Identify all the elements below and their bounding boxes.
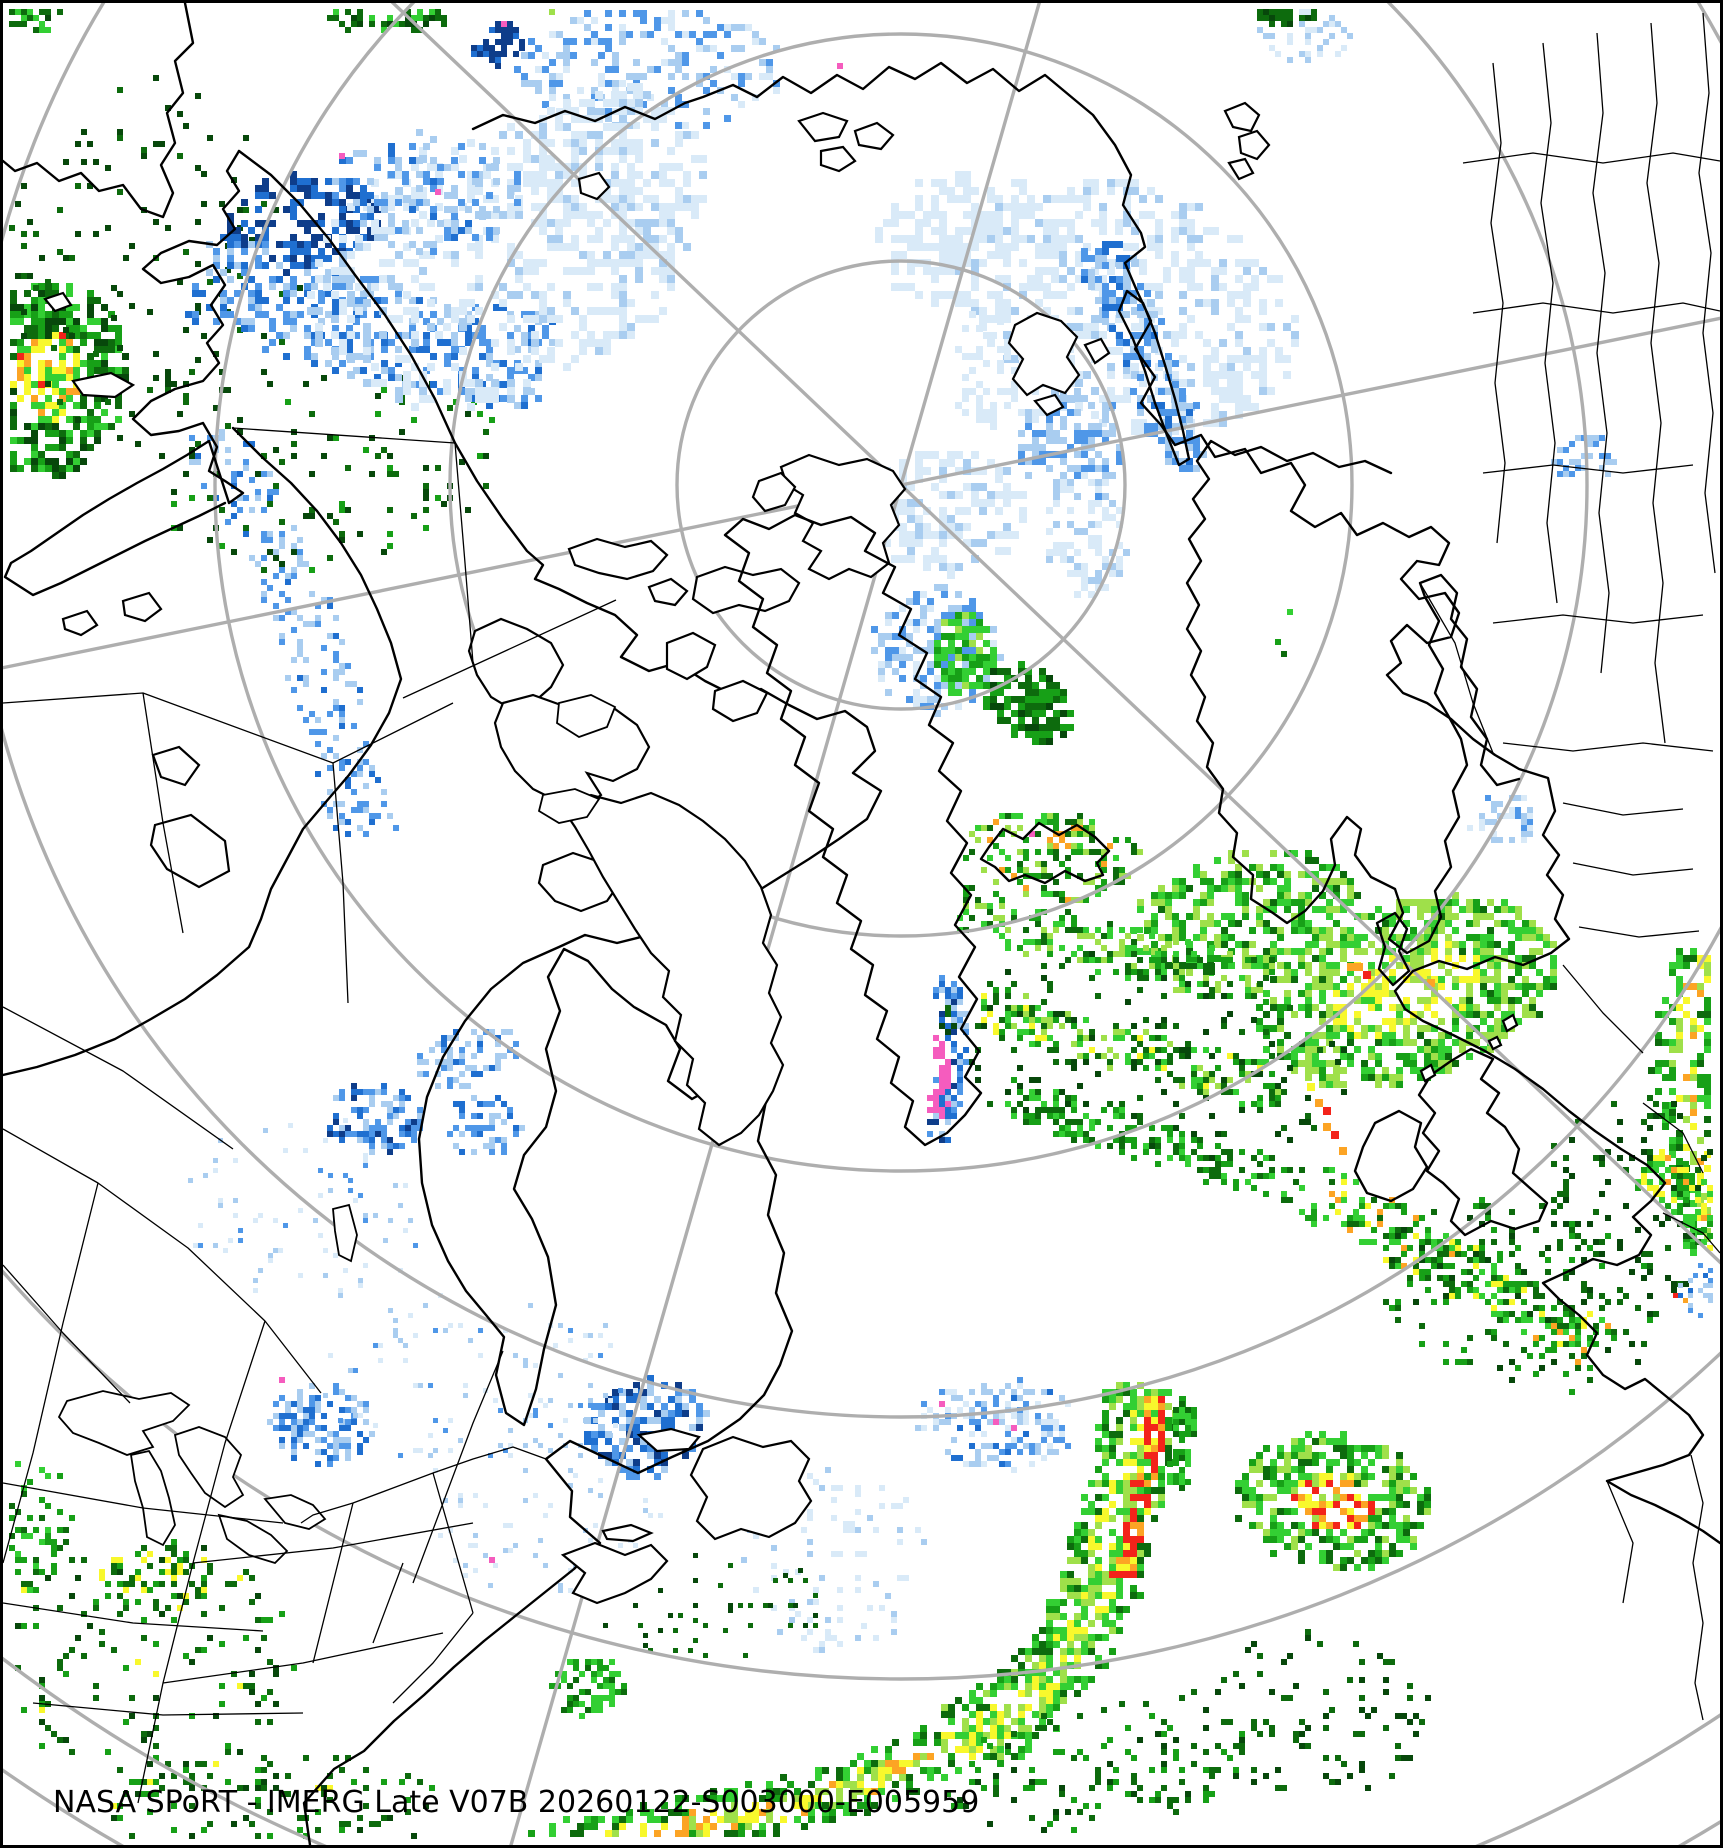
coastline-shetland [1419, 1013, 1519, 1083]
precip-mid-atl-specks [588, 1533, 818, 1658]
precip-hudson-blues-1 [417, 1029, 519, 1089]
precip-mixed-pink-dots [279, 21, 1035, 1563]
coastline-pacific-bc [3, 426, 403, 1077]
coastline-svalbard [1007, 311, 1111, 417]
precip-squall-main-band [941, 1382, 1186, 1767]
lake-ontario [263, 1494, 327, 1530]
precip-esiberian-pale [523, 83, 707, 275]
coastline-great-britain [1417, 1047, 1549, 1237]
precip-stlawrence-blues-2 [584, 1375, 710, 1480]
graticule-parallel [3, 3, 1720, 1419]
graticule-meridian [390, 3, 1720, 1265]
precipitation-layer [9, 9, 1713, 1839]
precip-stlawrence-blues-1 [267, 1383, 375, 1467]
precip-se-greenland-pink-strip [927, 1035, 951, 1119]
border-russia-regions [1462, 12, 1720, 752]
precip-azores-blob [1235, 1431, 1431, 1571]
border-finland-russia [1419, 582, 1494, 754]
lake-erie [217, 1513, 289, 1565]
lake-superior [57, 1390, 191, 1456]
graticule-parallel [448, 32, 1354, 938]
graticule-parallel [213, 3, 1589, 1173]
coastline-greenland [723, 513, 983, 1147]
precip-hudson-blues-2 [447, 1095, 525, 1155]
coastline-denmark [1375, 911, 1411, 987]
map-canvas [3, 3, 1720, 1845]
coastline-newfoundland [689, 1435, 813, 1541]
coastline-layer [3, 3, 1720, 1845]
border-us-canada [3, 1264, 547, 1524]
coastline-devon-island [691, 471, 801, 615]
precip-left-mid-greens [99, 1545, 213, 1605]
coastline-prince-of-wales [665, 631, 769, 723]
border-us-states [3, 1006, 474, 1804]
precip-south-scatter [1179, 1629, 1431, 1791]
precip-alaska-navy [227, 171, 388, 276]
precip-us-green-specks-1 [15, 1539, 297, 1785]
precip-small-atl-blob [549, 1659, 627, 1719]
coastline-severnaya-zemlya [1223, 101, 1271, 181]
precip-barents-pale [875, 171, 1067, 315]
coastline-vancouver-island [61, 591, 231, 889]
precip-alps-blues [1678, 1263, 1713, 1318]
graticule-parallel [3, 1768, 1720, 1845]
precip-us-green-specks-2 [111, 1749, 435, 1839]
precip-quebec-blues [327, 1083, 423, 1155]
coastline-banks-island [467, 617, 565, 711]
precip-atl-blue-cluster [915, 1377, 1071, 1473]
coastline-siberia-europe [471, 61, 1720, 1545]
lake-michigan [129, 1449, 176, 1547]
coastline-baffin-island [561, 791, 785, 1147]
coastline-anticosti [601, 1427, 701, 1543]
precip-beaufort-wash [307, 123, 691, 411]
precip-stlawrence-scatter [323, 1293, 638, 1473]
precip-scotland-hot-spots [1307, 963, 1435, 1155]
precip-alaska-coast-blues [189, 429, 399, 837]
border-baltic-states [1562, 802, 1700, 1054]
precip-iceland-rain [963, 813, 1143, 903]
lake-huron [173, 1426, 245, 1509]
precip-norway-coast-dots [549, 9, 1293, 657]
coastline-novaya-zemlya [1117, 289, 1191, 467]
precip-baltic-blue [1467, 795, 1533, 843]
coastline-alaska-west [3, 149, 245, 597]
graticule-layer [3, 3, 1720, 1845]
coastline-ireland [1353, 1109, 1429, 1203]
coastline-chukotka [3, 3, 195, 219]
precip-france-scatter [1383, 1197, 1659, 1395]
caption-text: NASA SPoRT - IMERG Late V07B 20260122-S0… [53, 1785, 980, 1820]
precip-squall-tail [528, 1725, 962, 1837]
precip-atl-streak-2 [975, 987, 1287, 1107]
border-central-europe [1606, 1102, 1720, 1721]
border-layer [3, 12, 1720, 1804]
lake-great-bear [332, 694, 617, 1263]
coastline-melville-island [567, 537, 689, 607]
precip-chukotka-navy [471, 21, 525, 69]
precip-tail-scatter [945, 1701, 1245, 1833]
coastline-iceland [979, 821, 1111, 885]
precip-left-edge-greens [9, 1461, 75, 1593]
coastline-scandinavia [1185, 439, 1521, 955]
graticule-parallel [3, 1269, 1720, 1681]
border-quebec-ontario [412, 1350, 504, 1584]
precip-squall-side-strip [1167, 1401, 1197, 1491]
coastline-st-lawrence-island [43, 291, 136, 399]
precip-top-edge-greens-2 [1257, 9, 1317, 27]
precip-squall-red-core [1109, 1396, 1165, 1578]
border-alaska-yukon [232, 427, 617, 699]
border-canada-prairies [3, 692, 454, 1004]
precip-janmayen-green [983, 661, 1074, 745]
precip-uk-streak [1299, 1167, 1617, 1371]
coastline-alaska-north [237, 149, 883, 1845]
precip-top-edge-greens-1 [327, 9, 447, 33]
coastline-nova-scotia [560, 1541, 669, 1605]
coastline-new-siberian-islands [577, 111, 895, 201]
graticule-parallel [3, 1656, 1720, 1845]
precip-topleft-corner-greens [9, 9, 63, 33]
precip-alps-red-dots [1673, 1293, 1688, 1303]
precip-chukchi-blues [332, 129, 521, 255]
graticule-parallel [675, 259, 1127, 711]
